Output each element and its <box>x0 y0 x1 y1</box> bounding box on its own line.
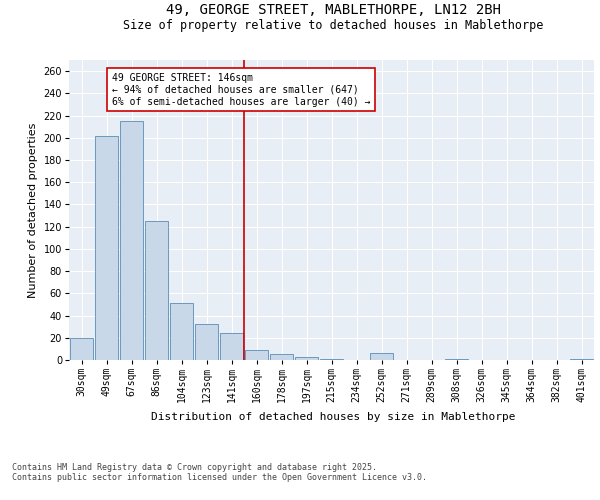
Bar <box>569 359 593 360</box>
Bar <box>295 356 319 360</box>
Bar <box>445 359 469 360</box>
Bar <box>269 354 293 360</box>
Bar <box>370 354 394 360</box>
Text: 49 GEORGE STREET: 146sqm
← 94% of detached houses are smaller (647)
6% of semi-d: 49 GEORGE STREET: 146sqm ← 94% of detach… <box>112 74 370 106</box>
Bar <box>194 324 218 360</box>
Bar <box>70 338 94 360</box>
Text: Size of property relative to detached houses in Mablethorpe: Size of property relative to detached ho… <box>123 18 543 32</box>
Bar <box>170 304 193 360</box>
Text: Contains HM Land Registry data © Crown copyright and database right 2025.
Contai: Contains HM Land Registry data © Crown c… <box>12 462 427 482</box>
Bar <box>145 221 169 360</box>
Bar <box>220 334 244 360</box>
Text: Distribution of detached houses by size in Mablethorpe: Distribution of detached houses by size … <box>151 412 515 422</box>
Bar <box>320 359 343 360</box>
Bar <box>119 121 143 360</box>
Bar <box>95 136 118 360</box>
Bar <box>245 350 268 360</box>
Text: 49, GEORGE STREET, MABLETHORPE, LN12 2BH: 49, GEORGE STREET, MABLETHORPE, LN12 2BH <box>166 2 500 16</box>
Y-axis label: Number of detached properties: Number of detached properties <box>28 122 38 298</box>
